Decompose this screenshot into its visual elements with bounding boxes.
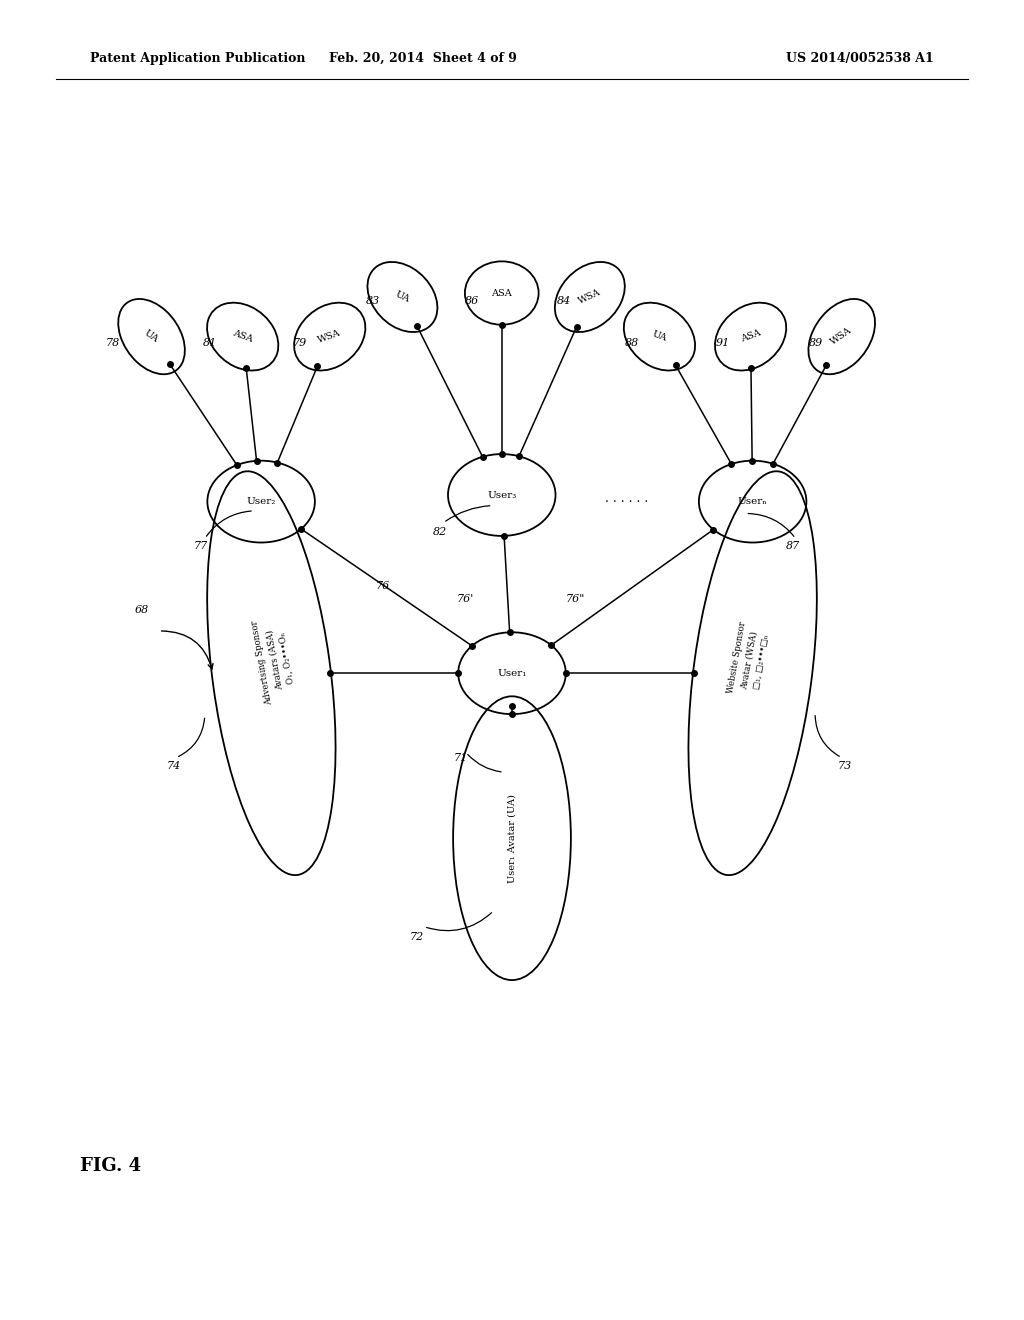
Text: UA: UA bbox=[651, 330, 668, 343]
Text: 74: 74 bbox=[167, 760, 181, 771]
Text: 71: 71 bbox=[454, 752, 468, 763]
Text: Patent Application Publication: Patent Application Publication bbox=[90, 51, 305, 65]
Text: 76': 76' bbox=[457, 594, 473, 605]
Text: User₁: User₁ bbox=[498, 669, 526, 677]
Text: WSA: WSA bbox=[829, 326, 854, 347]
Text: 82: 82 bbox=[433, 527, 447, 537]
Text: 78: 78 bbox=[105, 338, 120, 348]
FancyArrowPatch shape bbox=[427, 912, 492, 931]
Text: Advertsing Sponsor
Avatars (ASA)
O₁, O₂•••Oₙ: Advertsing Sponsor Avatars (ASA) O₁, O₂•… bbox=[250, 615, 299, 705]
Text: 72: 72 bbox=[410, 932, 424, 942]
Text: US 2014/0052538 A1: US 2014/0052538 A1 bbox=[786, 51, 934, 65]
Text: Userₙ: Userₙ bbox=[738, 498, 767, 506]
FancyArrowPatch shape bbox=[162, 631, 213, 669]
FancyArrowPatch shape bbox=[815, 715, 840, 756]
Text: ASA: ASA bbox=[739, 329, 762, 345]
Text: 76": 76" bbox=[566, 594, 585, 605]
Text: 79: 79 bbox=[293, 338, 307, 348]
Text: User₂: User₂ bbox=[247, 498, 275, 506]
Text: 86: 86 bbox=[465, 296, 479, 306]
FancyArrowPatch shape bbox=[178, 718, 205, 756]
Text: User₃: User₃ bbox=[487, 491, 516, 499]
Text: 83: 83 bbox=[366, 296, 380, 306]
FancyArrowPatch shape bbox=[468, 755, 501, 772]
Text: 73: 73 bbox=[838, 760, 852, 771]
Text: 87: 87 bbox=[785, 541, 800, 552]
Text: ASA: ASA bbox=[231, 329, 254, 345]
FancyArrowPatch shape bbox=[749, 513, 794, 536]
Text: UA: UA bbox=[394, 290, 411, 304]
Text: 89: 89 bbox=[809, 338, 823, 348]
Text: . . . . . .: . . . . . . bbox=[605, 492, 648, 506]
Text: 88: 88 bbox=[625, 338, 639, 348]
FancyArrowPatch shape bbox=[445, 506, 489, 521]
Text: 68: 68 bbox=[134, 605, 148, 615]
Text: WSA: WSA bbox=[317, 329, 342, 345]
Text: FIG. 4: FIG. 4 bbox=[80, 1156, 141, 1175]
Text: WSA: WSA bbox=[578, 288, 602, 306]
Text: 81: 81 bbox=[203, 338, 217, 348]
Text: 91: 91 bbox=[716, 338, 730, 348]
Text: Feb. 20, 2014  Sheet 4 of 9: Feb. 20, 2014 Sheet 4 of 9 bbox=[329, 51, 517, 65]
Text: UA: UA bbox=[142, 329, 161, 345]
Text: Website Sponsor
Avatar (WSA)
□₁, □₂•••□ₙ: Website Sponsor Avatar (WSA) □₁, □₂•••□ₙ bbox=[726, 622, 773, 698]
Text: 77: 77 bbox=[194, 541, 208, 552]
Text: User₁ Avatar (UA): User₁ Avatar (UA) bbox=[508, 793, 516, 883]
Text: ASA: ASA bbox=[492, 289, 512, 297]
FancyArrowPatch shape bbox=[207, 511, 251, 536]
Text: 84: 84 bbox=[557, 296, 571, 306]
Text: 76: 76 bbox=[376, 581, 390, 591]
